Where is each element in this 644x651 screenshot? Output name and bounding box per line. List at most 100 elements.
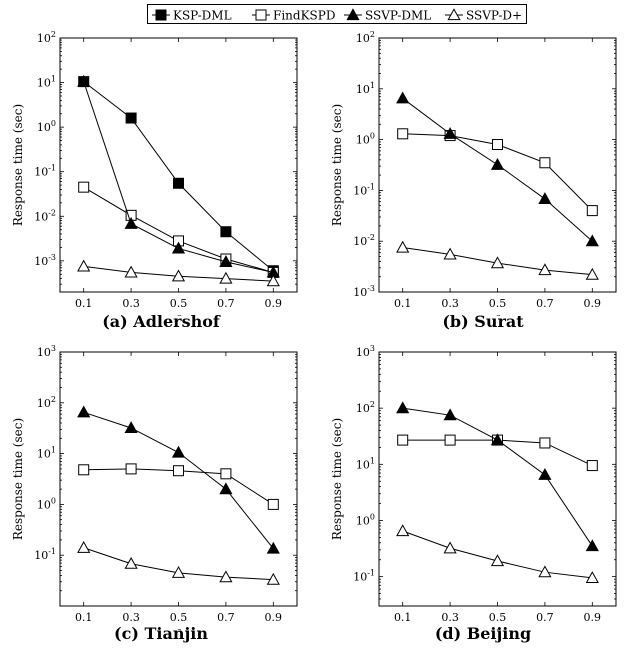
data-point xyxy=(171,566,186,578)
data-point xyxy=(77,259,91,272)
legend-entry: SSVP-DML xyxy=(344,8,431,23)
data-point xyxy=(219,271,233,284)
data-point xyxy=(538,263,552,276)
data-point xyxy=(124,216,138,229)
data-point xyxy=(538,468,552,480)
series-ssvp-dml xyxy=(77,405,280,554)
chart-svg: 10-3 10-2 10-1 100 101 102 0.1 0.3 0.5 0.7 0.9 θ Res… xyxy=(330,30,617,316)
y-tick-label: 10-1 xyxy=(353,182,375,197)
x-tick-label: 0.3 xyxy=(122,297,140,310)
series-ssvp-d- xyxy=(396,240,599,280)
data-point xyxy=(396,524,410,537)
x-axis-label: θ xyxy=(175,628,183,630)
legend-label: SSVP-D+ xyxy=(466,9,522,23)
data-point xyxy=(586,205,598,217)
series-findkspd xyxy=(78,463,279,510)
x-tick-label: 0.5 xyxy=(170,297,188,310)
series-line xyxy=(83,186,274,273)
legend-label: KSP-DML xyxy=(173,9,232,23)
data-point xyxy=(444,434,456,446)
x-tick-label: 0.7 xyxy=(536,611,554,624)
y-tick-label: 10-2 xyxy=(353,233,375,248)
series-ssvp-d- xyxy=(396,524,599,583)
chart-svg: 10-3 10-2 10-1 100 101 102 0.1 0.3 0.5 0.7 0.9 θ Res… xyxy=(11,30,298,316)
data-point xyxy=(173,177,184,189)
y-tick-label: 102 xyxy=(356,30,375,45)
data-point xyxy=(492,139,503,151)
y-tick-label: 101 xyxy=(37,446,56,461)
data-point xyxy=(539,437,551,449)
data-point xyxy=(171,445,186,458)
data-point xyxy=(124,421,138,434)
data-point xyxy=(490,433,505,446)
legend: KSP-DML FindKSPD SSVP-DML SSVP-D+ xyxy=(147,4,527,24)
data-point xyxy=(490,256,505,269)
data-point xyxy=(77,540,91,553)
y-tick-label: 102 xyxy=(37,395,56,410)
data-point xyxy=(173,465,184,477)
x-tick-label: 0.3 xyxy=(441,297,459,310)
data-point xyxy=(396,401,410,414)
x-tick-label: 0.7 xyxy=(217,297,235,310)
data-point xyxy=(78,181,90,193)
legend-label: SSVP-DML xyxy=(365,9,431,23)
y-tick-label: 101 xyxy=(356,81,375,96)
y-tick-label: 103 xyxy=(37,344,56,359)
chart-svg: 10-1 100 101 102 103 0.1 0.3 0.5 0.7 0.9 θ Response… xyxy=(11,344,298,630)
x-axis-label: θ xyxy=(175,314,183,316)
chart-panel: 10-1 100 101 102 103 0.1 0.3 0.5 0.7 0.9 θ Response… xyxy=(322,340,644,630)
y-tick-label: 102 xyxy=(356,400,375,415)
data-point xyxy=(125,112,137,124)
y-axis-label: Response time (sec) xyxy=(330,418,344,540)
data-point xyxy=(586,460,598,472)
data-point xyxy=(538,192,552,205)
data-point xyxy=(77,405,91,418)
y-tick-label: 101 xyxy=(356,456,375,471)
x-tick-label: 0.5 xyxy=(489,297,507,310)
series-ssvp-dml xyxy=(77,74,280,278)
y-tick-label: 103 xyxy=(356,344,375,359)
data-point xyxy=(396,240,410,253)
y-tick-label: 100 xyxy=(356,132,375,147)
x-tick-label: 0.1 xyxy=(75,297,93,310)
x-tick-label: 0.9 xyxy=(584,611,602,624)
legend-entry: FindKSPD xyxy=(252,9,335,23)
legend-label: FindKSPD xyxy=(273,9,335,23)
legend-svg: KSP-DML FindKSPD SSVP-DML SSVP-D+ xyxy=(152,8,522,23)
chart-caption: (b) Surat xyxy=(442,312,524,331)
chart-panel: 10-1 100 101 102 103 0.1 0.3 0.5 0.7 0.9 θ Response… xyxy=(0,340,322,630)
data-point xyxy=(125,463,137,475)
plot-frame xyxy=(59,37,298,293)
data-point xyxy=(585,267,599,280)
y-tick-label: 10-1 xyxy=(353,569,375,584)
data-point xyxy=(171,241,186,254)
x-tick-label: 0.5 xyxy=(489,611,507,624)
chart-caption: (d) Beijing xyxy=(434,624,532,643)
y-tick-label: 100 xyxy=(37,496,56,511)
x-tick-label: 0.9 xyxy=(584,297,602,310)
data-point xyxy=(266,541,280,554)
x-tick-label: 0.1 xyxy=(394,297,412,310)
data-point xyxy=(267,498,279,510)
y-tick-label: 10-1 xyxy=(34,547,56,562)
x-tick-label: 0.9 xyxy=(265,297,283,310)
chart-panel: 10-3 10-2 10-1 100 101 102 0.1 0.3 0.5 0.7 0.9 θ Res… xyxy=(0,26,322,316)
data-point xyxy=(396,91,410,104)
y-tick-label: 101 xyxy=(37,75,56,90)
y-tick-label: 10-2 xyxy=(34,208,56,223)
x-tick-label: 0.1 xyxy=(394,611,412,624)
chart-svg: 10-1 100 101 102 103 0.1 0.3 0.5 0.7 0.9 θ Response… xyxy=(330,344,617,630)
legend-entry: SSVP-D+ xyxy=(445,8,522,23)
data-point xyxy=(443,408,457,421)
data-point xyxy=(443,247,457,260)
plot-frame xyxy=(378,351,617,607)
series-findkspd xyxy=(397,128,598,217)
series-line xyxy=(402,407,593,547)
data-point xyxy=(124,556,138,569)
data-point xyxy=(443,127,457,139)
y-axis-label: Response time (sec) xyxy=(11,104,25,226)
x-tick-label: 0.7 xyxy=(217,611,235,624)
series-ssvp-dml xyxy=(396,91,599,247)
data-point xyxy=(124,265,138,278)
